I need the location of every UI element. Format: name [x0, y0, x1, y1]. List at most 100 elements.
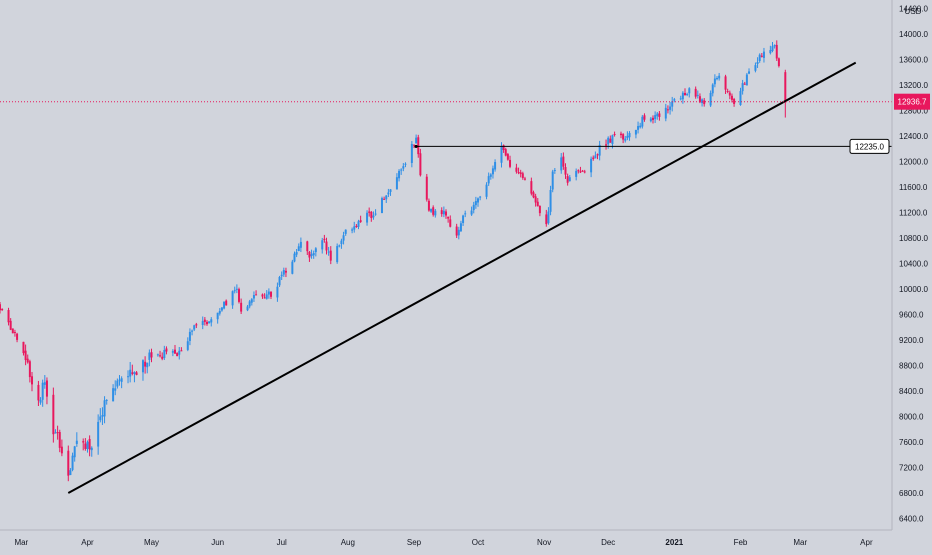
support-trendline[interactable] — [67, 61, 857, 494]
candle — [127, 370, 130, 384]
candle-body — [686, 94, 689, 96]
candle-body — [502, 145, 505, 150]
candle-body — [515, 167, 518, 172]
candle — [696, 90, 699, 99]
candle — [701, 98, 704, 107]
candle-body — [517, 172, 520, 174]
candle — [22, 341, 25, 356]
candle — [178, 346, 181, 360]
candle — [54, 429, 57, 434]
candle-body — [489, 174, 492, 177]
candle-body — [487, 176, 490, 184]
candle-body — [758, 54, 761, 61]
candle-body — [432, 207, 435, 215]
candle-body — [626, 135, 629, 139]
candle — [357, 219, 360, 230]
candle-body — [643, 115, 646, 120]
candle — [415, 134, 418, 144]
candle — [165, 346, 168, 355]
level-label-badge[interactable] — [849, 138, 890, 154]
candle-body — [73, 446, 76, 458]
candle-body — [669, 106, 672, 110]
candle — [519, 169, 522, 178]
candle-body — [180, 350, 183, 352]
candle — [60, 439, 63, 457]
candle — [637, 121, 640, 134]
candle — [688, 87, 691, 98]
candle-body — [276, 286, 279, 298]
candle-body — [344, 229, 347, 234]
candle-body — [366, 212, 369, 223]
candle — [536, 197, 539, 207]
candle — [666, 105, 669, 114]
candle — [619, 131, 622, 139]
candle — [28, 359, 31, 383]
candle — [351, 227, 354, 234]
candle — [90, 446, 93, 457]
candle — [240, 298, 243, 315]
candle-body — [159, 355, 162, 357]
candle-body — [549, 189, 552, 212]
candle-body — [474, 201, 477, 206]
candle — [743, 81, 746, 85]
candle-body — [730, 95, 733, 100]
candle — [777, 57, 780, 68]
price-axis[interactable]: USD 6400.0 6800.0 7200.0 7600.0 8000.0 8400.0 8… — [891, 0, 932, 550]
candle — [442, 206, 445, 218]
candle-body — [116, 380, 119, 387]
candle — [163, 345, 166, 360]
candle — [769, 45, 772, 55]
candle-body — [449, 219, 452, 227]
candle-body — [310, 254, 313, 256]
level-anchor-point[interactable] — [414, 144, 418, 149]
candle — [681, 91, 684, 104]
current-price-badge[interactable] — [894, 93, 930, 110]
candle-body — [594, 155, 597, 159]
candle — [97, 414, 100, 455]
candle-body — [295, 251, 298, 255]
price-tick-label: 8800.0 — [899, 361, 924, 370]
candle-body — [120, 378, 123, 382]
candle — [748, 68, 751, 75]
candle — [308, 250, 311, 262]
candle — [669, 102, 672, 115]
time-tick-label: Mar — [793, 538, 807, 547]
candle — [250, 298, 253, 306]
candle-body — [491, 168, 494, 175]
candle — [741, 79, 744, 95]
candle — [299, 237, 302, 253]
time-tick-label: Aug — [341, 538, 355, 547]
candle-body — [651, 117, 654, 120]
candle-body — [688, 88, 691, 94]
candle-body — [297, 246, 300, 251]
candle-body — [402, 166, 405, 169]
candle — [440, 207, 443, 217]
candle — [171, 349, 174, 357]
price-tick-label: 9600.0 — [899, 310, 924, 319]
candle — [447, 216, 450, 223]
candle — [52, 387, 55, 443]
candle — [31, 371, 34, 392]
candle-body — [673, 99, 676, 101]
candle-body — [84, 443, 87, 449]
candle — [188, 328, 191, 346]
time-tick-label: Dec — [601, 538, 615, 547]
candle — [342, 231, 345, 245]
candle — [398, 169, 401, 182]
candle-body — [355, 225, 358, 227]
candle — [327, 246, 330, 256]
price-tick-label: 13600.0 — [899, 55, 928, 64]
candle-body — [462, 215, 465, 223]
candle-body — [7, 309, 10, 323]
candle — [11, 328, 14, 334]
candle — [470, 206, 473, 216]
candle-body — [619, 133, 622, 136]
candle — [118, 375, 121, 386]
candle — [7, 307, 10, 326]
candle — [148, 349, 151, 367]
candle — [233, 286, 236, 294]
candle-body — [235, 288, 238, 290]
time-axis[interactable]: Mar Apr May Jun Jul Aug Sep Oct Nov Dec 2021 Feb Mar… — [0, 529, 892, 547]
